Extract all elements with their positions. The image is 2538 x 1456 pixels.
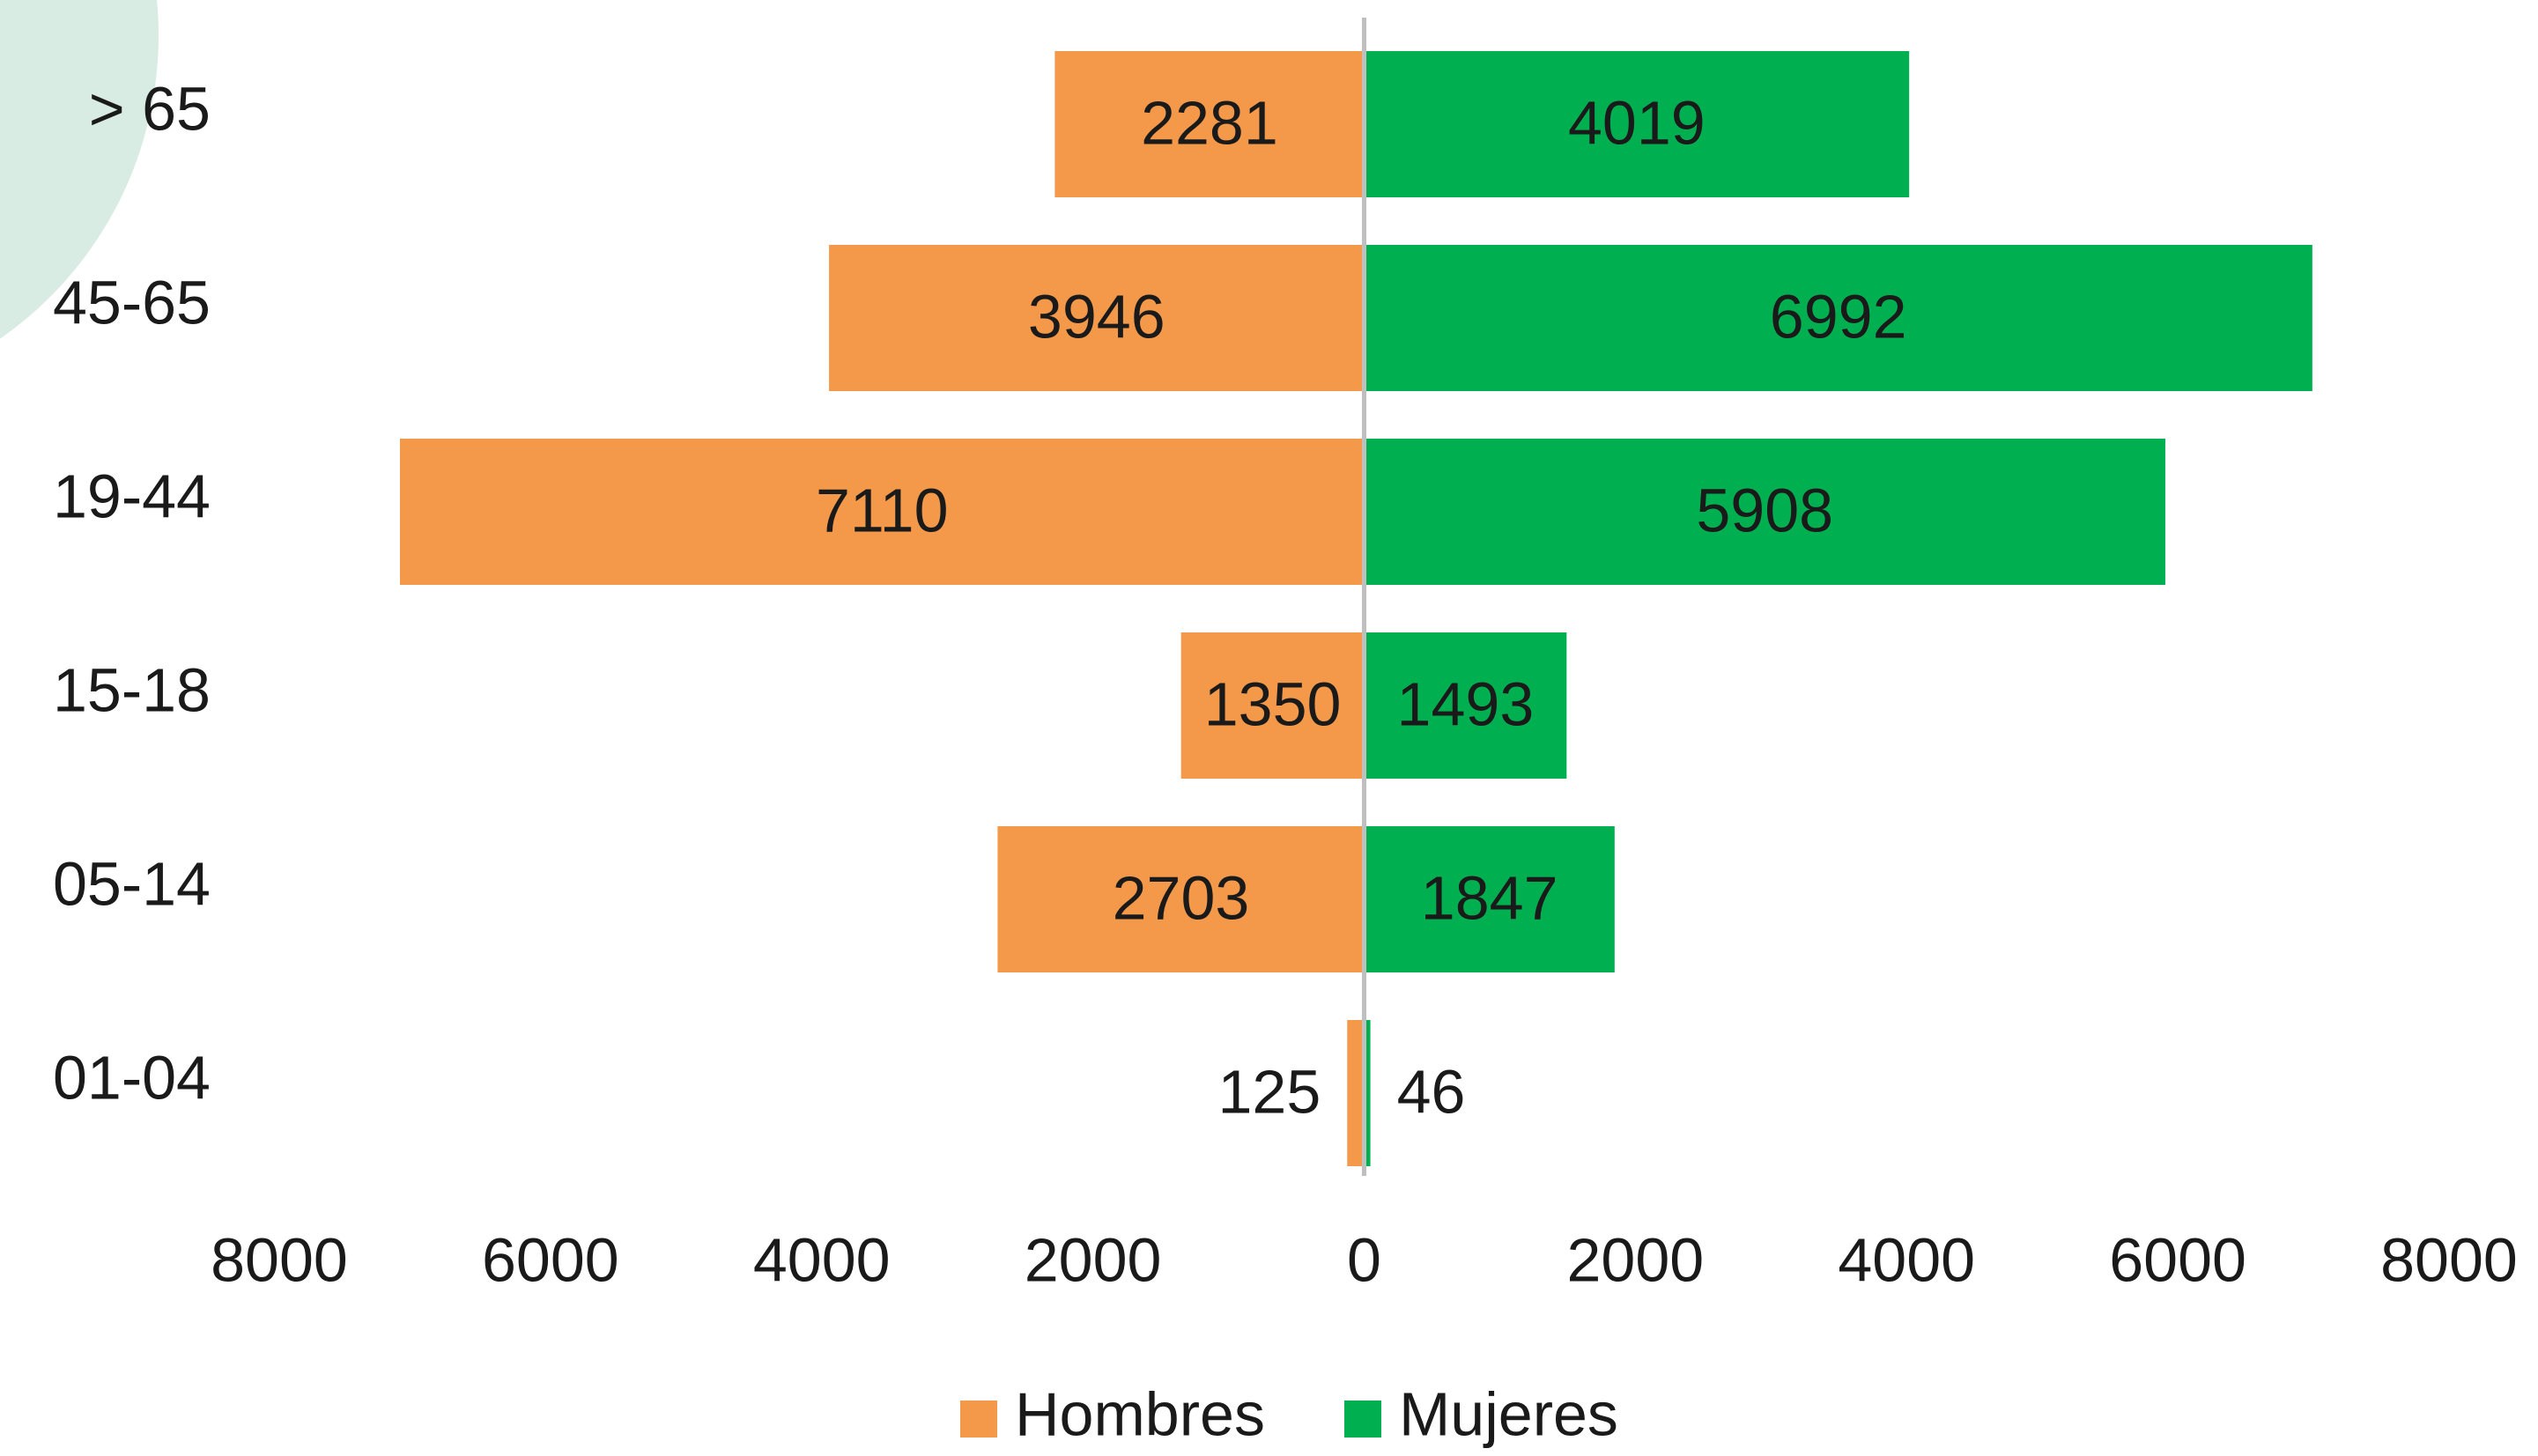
data-label: 3946 xyxy=(1028,282,1165,351)
category-label: 15-18 xyxy=(53,655,211,724)
x-tick-label: 6000 xyxy=(2109,1225,2246,1294)
x-tick-label: 4000 xyxy=(1838,1225,1975,1294)
bar xyxy=(1364,439,2165,585)
legend-label: Mujeres xyxy=(1399,1379,1618,1448)
category-label: 19-44 xyxy=(53,462,211,530)
data-label: 125 xyxy=(1217,1057,1321,1126)
x-tick-label: 8000 xyxy=(211,1225,348,1294)
data-label: 1493 xyxy=(1397,669,1535,738)
bar xyxy=(1364,245,2312,391)
data-label: 5908 xyxy=(1696,476,1833,544)
decor-circle xyxy=(0,0,159,339)
x-tick-label: 2000 xyxy=(1025,1225,1162,1294)
category-label: 05-14 xyxy=(53,849,211,918)
data-label: 1847 xyxy=(1421,863,1558,932)
data-label: 6992 xyxy=(1770,282,1907,351)
category-label: 45-65 xyxy=(53,268,211,336)
legend-swatch xyxy=(960,1401,997,1438)
bar xyxy=(1364,51,1910,197)
x-tick-label: 6000 xyxy=(482,1225,619,1294)
bar xyxy=(1364,826,1615,972)
bar xyxy=(400,439,1365,585)
x-tick-label: 2000 xyxy=(1567,1225,1705,1294)
bar xyxy=(829,245,1365,391)
legend-label: Hombres xyxy=(1015,1379,1265,1448)
category-label: > 65 xyxy=(89,74,211,143)
data-label: 4019 xyxy=(1568,88,1706,157)
data-label: 46 xyxy=(1397,1057,1466,1126)
legend-swatch xyxy=(1343,1401,1381,1438)
bar xyxy=(1347,1020,1365,1166)
x-tick-label: 8000 xyxy=(2380,1225,2518,1294)
data-label: 7110 xyxy=(816,476,949,544)
bar xyxy=(1364,632,1567,779)
data-label: 1350 xyxy=(1204,669,1342,738)
bar xyxy=(1364,1020,1371,1166)
bar xyxy=(997,826,1365,972)
x-tick-label: 4000 xyxy=(753,1225,891,1294)
data-label: 2281 xyxy=(1141,88,1278,157)
bar xyxy=(1180,632,1365,779)
x-tick-label: 0 xyxy=(1347,1225,1381,1294)
bar xyxy=(1054,51,1365,197)
data-label: 2703 xyxy=(1113,863,1250,932)
category-label: 01-04 xyxy=(53,1043,211,1112)
